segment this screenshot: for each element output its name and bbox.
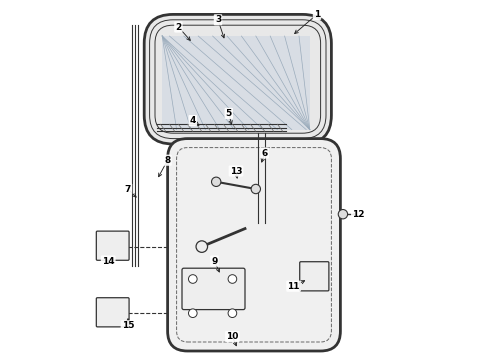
Text: 7: 7	[125, 184, 131, 194]
Circle shape	[189, 275, 197, 283]
Circle shape	[338, 210, 347, 219]
Circle shape	[251, 184, 261, 194]
Text: 15: 15	[122, 321, 134, 330]
Text: 10: 10	[226, 332, 239, 341]
FancyBboxPatch shape	[182, 268, 245, 310]
Polygon shape	[162, 36, 310, 130]
Text: 13: 13	[230, 166, 242, 175]
Text: 14: 14	[102, 256, 115, 265]
Text: 8: 8	[165, 156, 171, 165]
FancyBboxPatch shape	[144, 14, 331, 144]
FancyBboxPatch shape	[97, 298, 129, 327]
Circle shape	[228, 309, 237, 318]
Text: 11: 11	[287, 282, 300, 291]
Text: 3: 3	[215, 15, 221, 24]
Text: 12: 12	[352, 210, 365, 219]
Circle shape	[196, 241, 208, 252]
FancyBboxPatch shape	[168, 139, 341, 351]
Text: 9: 9	[211, 256, 218, 265]
Text: 2: 2	[175, 22, 181, 31]
Text: 6: 6	[262, 149, 268, 158]
Circle shape	[228, 275, 237, 283]
Text: 4: 4	[190, 116, 196, 125]
FancyBboxPatch shape	[300, 262, 329, 291]
Circle shape	[212, 177, 221, 186]
Text: 5: 5	[226, 109, 232, 118]
Text: 1: 1	[314, 10, 320, 19]
Circle shape	[189, 309, 197, 318]
FancyBboxPatch shape	[97, 231, 129, 260]
